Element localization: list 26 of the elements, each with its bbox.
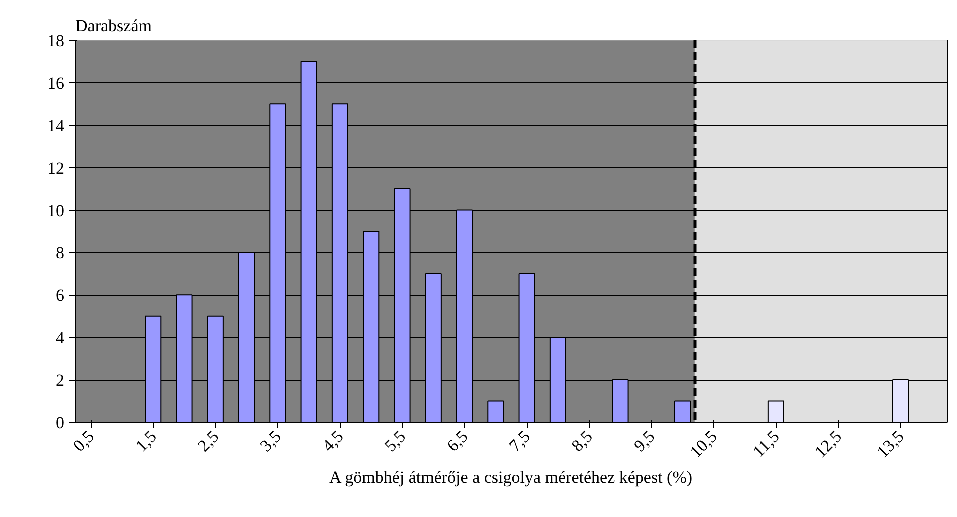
x-tick-label: 11,5: [749, 427, 784, 462]
y-axis-title: Darabszám: [76, 16, 152, 36]
x-tick-label: 6,5: [443, 427, 472, 456]
y-tick-label: 10: [48, 201, 64, 220]
x-tick-label: 4,5: [318, 427, 348, 456]
x-tick-label: 2,5: [194, 427, 223, 456]
x-tick-label: 8,5: [568, 427, 596, 456]
x-tick-label: 3,5: [256, 427, 285, 456]
x-tick-label: 0,5: [70, 427, 98, 456]
x-tick-label: 13,5: [873, 427, 908, 462]
y-tick-label: 0: [56, 414, 64, 432]
x-tick-label: 7,5: [506, 427, 534, 456]
x-tick-label: 1,5: [132, 427, 160, 456]
x-tick-label: 5,5: [381, 427, 410, 456]
y-tick-label: 6: [56, 286, 64, 306]
x-tick-label: 10,5: [686, 427, 721, 462]
y-tick-label: 4: [56, 328, 65, 348]
y-tick-label: 18: [48, 32, 64, 50]
y-tick-label: 2: [56, 371, 64, 390]
y-tick-label: 8: [56, 244, 64, 263]
x-axis-title: A gömbhéj átmérője a csigolya méretéhez képest (%): [330, 468, 693, 488]
x-tick-label: 9,5: [630, 427, 659, 456]
y-tick-label: 16: [48, 74, 64, 93]
y-tick-label: 12: [48, 158, 64, 178]
y-tick-label: 14: [48, 116, 65, 136]
x-tick-label: 12,5: [811, 427, 846, 462]
